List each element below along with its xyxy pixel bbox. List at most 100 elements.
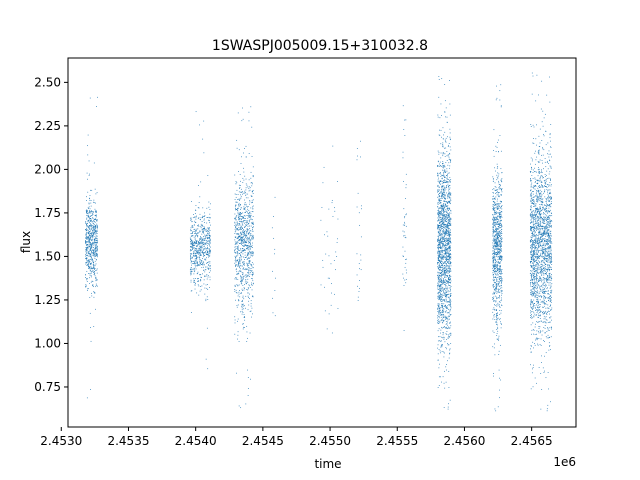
data-point bbox=[497, 262, 499, 264]
data-point bbox=[492, 233, 494, 235]
data-point bbox=[198, 243, 200, 245]
data-point bbox=[450, 261, 451, 263]
data-point bbox=[498, 350, 500, 352]
data-point bbox=[190, 240, 192, 242]
data-point bbox=[494, 236, 495, 238]
data-point bbox=[496, 278, 497, 280]
data-point bbox=[251, 275, 253, 277]
data-point bbox=[494, 243, 496, 245]
data-point bbox=[443, 273, 445, 274]
data-point bbox=[443, 279, 444, 281]
data-point bbox=[492, 308, 494, 310]
data-point bbox=[492, 253, 494, 255]
data-point bbox=[91, 189, 93, 191]
data-point bbox=[96, 254, 98, 256]
data-point bbox=[495, 99, 497, 101]
data-point bbox=[207, 289, 209, 290]
data-point bbox=[492, 346, 494, 348]
data-point bbox=[203, 266, 204, 268]
data-point bbox=[499, 213, 501, 215]
data-point bbox=[245, 187, 247, 189]
data-point bbox=[96, 219, 98, 220]
data-point bbox=[439, 234, 441, 236]
data-point bbox=[242, 181, 244, 183]
data-point bbox=[90, 265, 92, 267]
data-point bbox=[404, 221, 405, 223]
data-point bbox=[500, 256, 502, 258]
data-point bbox=[199, 231, 201, 233]
data-point bbox=[235, 219, 237, 220]
data-point bbox=[443, 236, 445, 238]
data-point bbox=[438, 250, 440, 252]
data-point bbox=[95, 226, 97, 227]
data-point bbox=[242, 245, 243, 246]
data-point bbox=[442, 296, 443, 298]
data-point bbox=[495, 212, 497, 214]
data-point bbox=[448, 308, 449, 310]
data-point bbox=[445, 194, 446, 196]
data-point bbox=[237, 240, 239, 242]
data-point bbox=[501, 280, 503, 282]
data-point bbox=[95, 277, 97, 279]
data-point bbox=[190, 269, 192, 271]
data-point bbox=[195, 266, 197, 268]
data-point bbox=[492, 196, 494, 197]
data-point bbox=[205, 229, 207, 231]
data-point bbox=[493, 257, 495, 259]
data-point bbox=[195, 216, 197, 218]
data-point bbox=[445, 273, 446, 275]
data-point bbox=[210, 239, 211, 241]
data-point bbox=[449, 208, 450, 209]
data-point bbox=[88, 262, 90, 264]
data-point bbox=[439, 279, 441, 280]
data-point bbox=[245, 307, 246, 309]
data-point bbox=[197, 271, 199, 273]
data-point bbox=[496, 319, 497, 321]
data-point bbox=[96, 242, 98, 244]
data-point bbox=[239, 243, 241, 244]
data-point bbox=[442, 227, 444, 229]
data-point bbox=[443, 382, 445, 384]
data-point bbox=[209, 244, 211, 246]
data-point bbox=[498, 232, 500, 234]
data-point bbox=[543, 285, 545, 286]
data-point bbox=[446, 250, 448, 252]
data-point bbox=[87, 210, 89, 212]
data-point bbox=[209, 241, 211, 243]
data-point bbox=[251, 289, 253, 291]
data-point bbox=[202, 228, 204, 229]
data-point bbox=[92, 284, 94, 286]
data-point bbox=[500, 300, 502, 302]
data-point bbox=[242, 253, 244, 255]
data-point bbox=[494, 220, 496, 222]
data-point bbox=[242, 231, 244, 233]
data-point bbox=[492, 318, 494, 320]
data-point bbox=[197, 243, 199, 244]
data-point bbox=[237, 233, 239, 235]
data-point bbox=[449, 224, 451, 226]
data-point bbox=[193, 260, 195, 262]
data-point bbox=[446, 328, 448, 329]
data-point bbox=[235, 277, 237, 279]
data-point bbox=[243, 232, 245, 233]
data-point bbox=[443, 270, 445, 272]
data-point bbox=[450, 179, 452, 181]
data-point bbox=[236, 209, 238, 210]
data-point bbox=[439, 256, 441, 258]
data-point bbox=[200, 245, 202, 247]
data-point bbox=[93, 227, 94, 228]
data-point bbox=[96, 225, 98, 227]
data-point bbox=[497, 249, 498, 251]
data-point bbox=[237, 249, 239, 251]
data-point bbox=[90, 212, 92, 214]
data-point bbox=[190, 271, 192, 273]
data-point bbox=[88, 216, 89, 218]
data-point bbox=[448, 143, 450, 144]
data-point bbox=[245, 274, 247, 276]
data-point bbox=[445, 266, 447, 268]
data-point bbox=[93, 267, 95, 269]
data-point bbox=[194, 216, 195, 218]
data-point bbox=[191, 290, 193, 292]
data-point bbox=[493, 195, 494, 197]
data-point bbox=[500, 241, 502, 242]
